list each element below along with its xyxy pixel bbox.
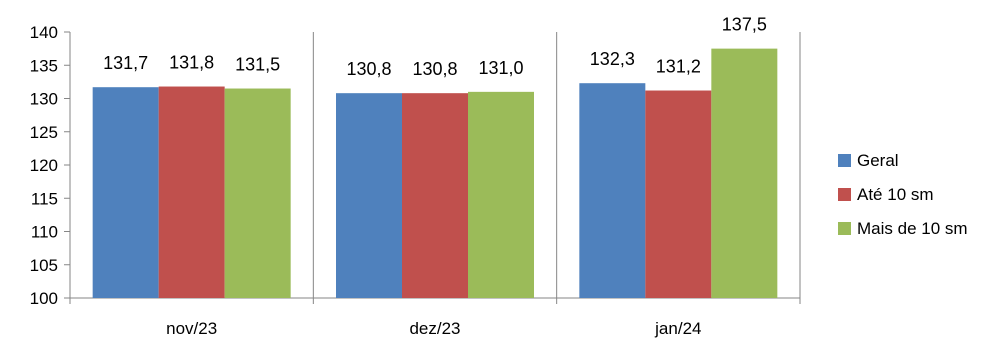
data-label: 131,8 (169, 53, 214, 73)
data-label: 131,7 (103, 53, 148, 73)
data-label: 132,3 (590, 49, 635, 69)
y-tick-label: 105 (30, 256, 58, 275)
y-tick-label: 110 (31, 223, 58, 242)
bar (224, 88, 291, 299)
legend: Geral Até 10 sm Mais de 10 sm (838, 151, 968, 238)
bar (92, 87, 159, 298)
category-label: dez/23 (409, 319, 460, 338)
category-label: nov/23 (166, 319, 217, 338)
data-label: 131,5 (235, 55, 280, 75)
legend-swatch (838, 222, 851, 235)
data-label: 137,5 (722, 15, 767, 35)
bar (158, 86, 225, 298)
y-tick-label: 140 (30, 23, 58, 42)
bar (711, 48, 778, 298)
y-tick-label: 130 (30, 90, 58, 109)
bar (336, 93, 402, 299)
data-labels: 131,7 131,8 131,5 130,8 130,8 131,0 132,3 131,2… (103, 15, 767, 80)
y-tick-label: 115 (31, 189, 58, 208)
y-axis-ticks: 100 105 110 115 120 125 130 135 140 (30, 23, 70, 308)
data-label: 131,0 (478, 58, 523, 78)
y-tick-label: 100 (30, 289, 58, 308)
legend-swatch (838, 188, 851, 201)
legend-label: Geral (857, 151, 899, 170)
bar (402, 93, 468, 299)
y-tick-label: 125 (30, 123, 58, 142)
legend-label: Mais de 10 sm (857, 219, 968, 238)
y-tick-label: 120 (30, 156, 58, 175)
y-tick-label: 135 (30, 56, 58, 75)
bar (645, 90, 712, 299)
category-label: jan/24 (654, 319, 701, 338)
bar (579, 83, 646, 298)
bars (92, 48, 778, 299)
bar (468, 91, 534, 298)
legend-swatch (838, 154, 851, 167)
data-label: 130,8 (412, 59, 457, 79)
data-label: 130,8 (346, 59, 391, 79)
legend-label: Até 10 sm (857, 185, 934, 204)
x-axis-categories: nov/23 dez/23 jan/24 (166, 319, 701, 338)
data-label: 131,2 (656, 57, 701, 77)
